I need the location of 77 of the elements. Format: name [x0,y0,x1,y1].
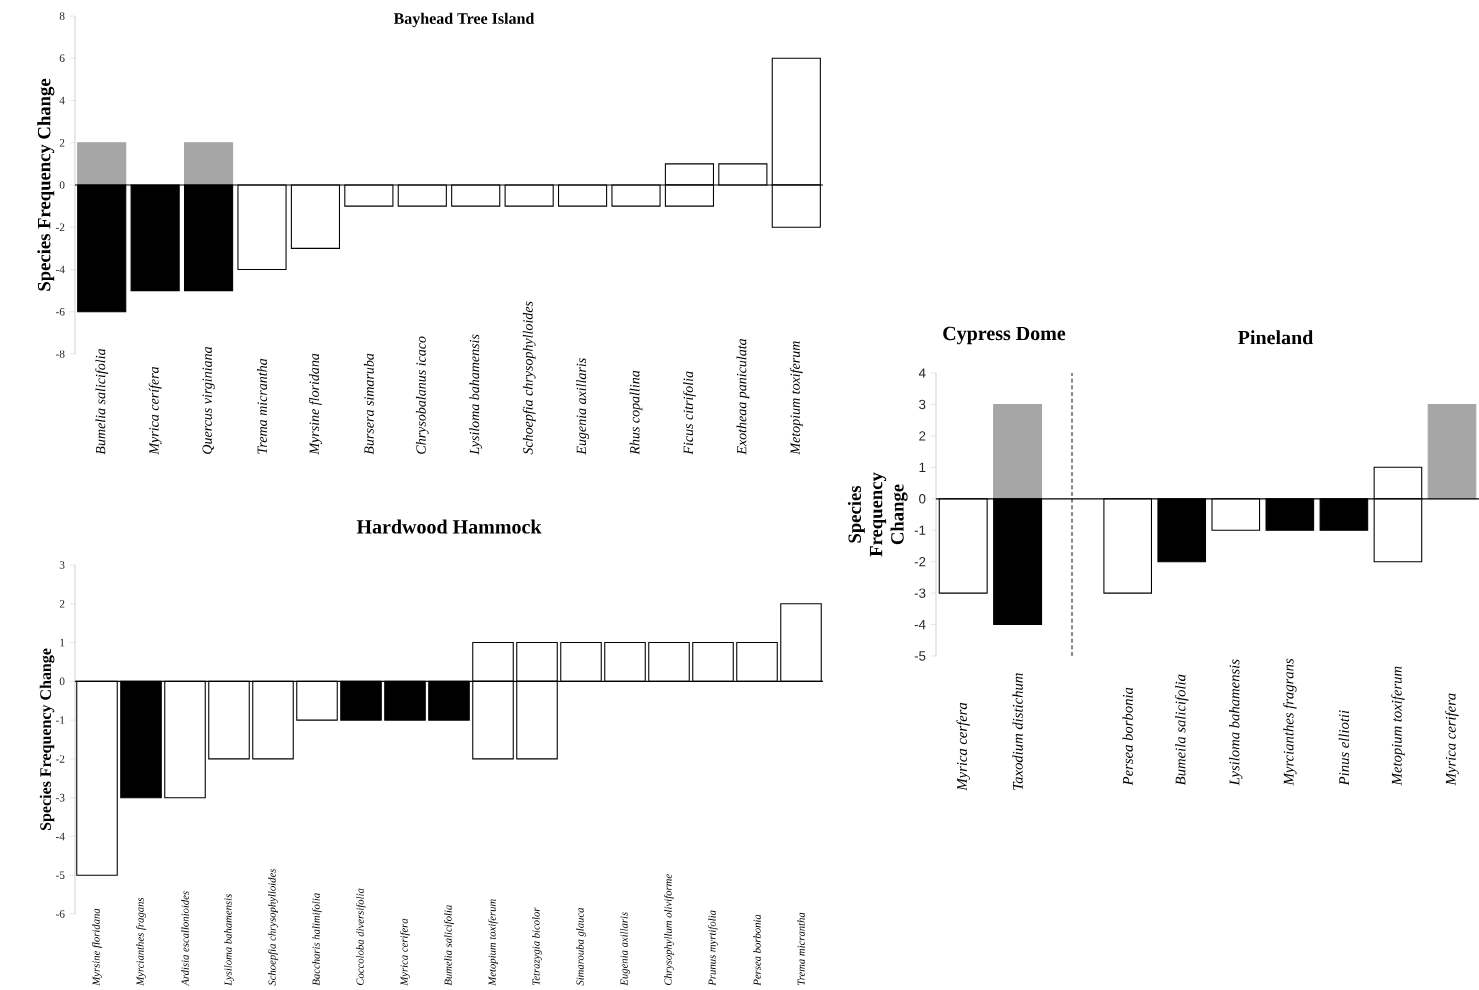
y-tick-label: 4 [918,368,926,378]
y-tick-label: 3 [919,399,926,410]
y-tick-label: -1 [55,716,65,724]
y-tick-label: -5 [55,871,65,879]
x-tick-label: Myrica cerifera [400,918,410,986]
x-tick-label: Chrysobalanus icaco [415,336,429,454]
y-tick-label: 0 [919,494,926,504]
x-tick-label: Persea borbonia [753,914,761,986]
x-tick-label: Baccharis halimifolia [312,893,322,986]
x-tick-label: Ardisia escallonioides [181,891,189,987]
x-tick-label: Coccoloba diversifolia [356,888,366,986]
y-tick-label: -2 [55,223,65,231]
y-tick-label: 0 [59,181,65,189]
x-tick-label: Trema micrantha [797,912,805,985]
y-tick-label: 2 [59,600,65,608]
x-tick-label: Eugenia axillaris [576,358,589,455]
x-tick-label: Lysiloma bahamensis [1229,659,1243,786]
y-tick-label: 4 [59,96,65,105]
y-tick-label: 2 [919,431,926,441]
x-tick-label: Schoepfia chrysophylloides [268,868,278,986]
x-tick-label: Chrysophyllum oliviforme [664,874,674,986]
x-tick-label: Bumelia salicifolia [95,348,109,455]
y-tick-label: -4 [55,832,65,841]
y-tick-label: -2 [914,557,926,567]
y-tick-label: 0 [59,677,65,686]
y-tick-label: 1 [60,638,65,647]
x-tick-label: Lysiloma bahamensis [224,894,234,986]
bar [183,142,234,186]
x-tick-label: Schoepfia chrysophylloides [522,301,536,455]
y-tick-label: -4 [914,619,926,630]
y-tick-label: -1 [914,525,926,535]
x-tick-label: Ficus citrifolia [683,371,696,455]
x-tick-label: Myrsine floridana [309,353,322,455]
y-tick-label: -8 [55,350,65,358]
x-tick-label: Taxodium distichum [1012,673,1023,790]
chart-title: Cypress Dome [943,326,1066,345]
x-tick-label: Simarouba glauca [576,907,586,986]
y-tick-label: -5 [914,651,926,661]
y-tick-label: 3 [59,561,65,569]
y-tick-label: 1 [919,462,926,472]
chart-title: Pineland [1238,330,1314,345]
x-tick-label: Rhus copallina [629,370,643,455]
x-tick-label: Tetrazygia bicolor [532,907,542,985]
x-tick-label: Lysiloma bahamensis [469,334,483,455]
x-tick-label: Myrcianthes fragans [136,897,146,986]
x-tick-label: Exotheaa paniculata [736,338,750,455]
x-tick-label: Myrcianthes fragrans [1283,658,1297,786]
x-tick-label: Myrica cerfera [956,702,970,791]
y-tick-label: 6 [59,54,65,63]
x-tick-label: Metopium toxiferum [789,341,803,455]
chart-title: Bayhead Tree Island [393,12,535,28]
x-tick-label: Trema micrantha [257,358,267,454]
x-tick-label: Bursera simaruba [363,353,374,455]
x-tick-label: Quercus virginiana [202,346,215,454]
x-tick-label: Prunus myrtifolia [708,910,718,986]
y-tick-label: -3 [55,793,65,802]
y-tick-label: -3 [914,588,926,598]
y-axis-title: Species Frequency Change [37,78,55,291]
y-tick-label: -6 [55,307,65,316]
x-tick-label: Metopium toxiferum [1391,666,1405,786]
y-axis-title: Species Frequency Change [39,648,55,831]
x-tick-label: Pinus elliotii [1338,710,1350,786]
chart-title: Hardwood Hammock [356,519,542,534]
x-tick-label: Bumelia salicifolia [444,905,454,986]
x-tick-label: Bumeila salicifolia [1175,674,1189,786]
x-tick-label: Myrica cerifera [1445,693,1459,786]
x-tick-label: Myrica cerífera [148,366,162,455]
y-axis-title: Species Frequency Change [847,472,908,557]
y-tick-label: 8 [59,12,65,20]
x-tick-label: Eugenia axillaris [620,912,630,986]
y-tick-label: 2 [59,139,65,147]
y-tick-label: -4 [55,265,65,274]
x-tick-label: Metopium toxiferum [488,899,498,986]
y-tick-label: -6 [55,910,65,918]
y-tick-label: -2 [55,755,65,763]
x-tick-label: Myrsine floridana [92,908,102,986]
x-tick-label: Persea borbonia [1122,687,1133,786]
